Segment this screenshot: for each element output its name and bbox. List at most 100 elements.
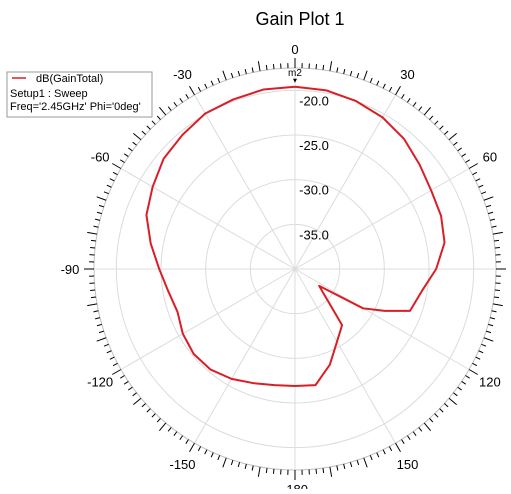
angle-tick-mark — [330, 467, 332, 477]
angle-tick-mark — [419, 427, 422, 431]
angle-tick-mark — [490, 318, 495, 319]
angle-tick-mark — [258, 467, 260, 477]
angle-tick-mark — [440, 409, 444, 412]
angle-tick-mark — [383, 450, 385, 454]
angle-tick-mark — [344, 464, 345, 469]
angle-tick-mark — [95, 318, 100, 319]
angle-tick-mark — [223, 458, 226, 467]
angle-tick-mark — [413, 102, 416, 106]
angle-tick-mark — [402, 94, 405, 98]
angle-tick-mark — [492, 311, 497, 312]
angle-tick-mark — [419, 107, 422, 111]
angle-tick-mark — [190, 443, 195, 452]
radial-tick-label: -25.0 — [299, 138, 329, 153]
angle-tick-mark — [180, 98, 183, 102]
angle-tick-mark — [218, 455, 220, 460]
angle-tick-mark — [488, 212, 493, 213]
angle-tick-mark — [142, 404, 146, 407]
angle-tick-mark — [91, 240, 96, 241]
legend-entry-series: dB(GainTotal) — [36, 73, 103, 85]
angle-tick-mark — [266, 65, 267, 70]
angle-tick-mark — [396, 86, 401, 95]
angle-tick-mark — [486, 331, 491, 333]
angle-tick-mark — [87, 304, 97, 306]
angle-tick-mark — [364, 71, 367, 80]
radial-tick-label: -35.0 — [299, 227, 329, 242]
angle-tick-mark — [486, 205, 491, 207]
legend[interactable]: dB(GainTotal) Setup1 : Sweep Freq='2.45G… — [7, 72, 152, 117]
angle-tick-mark — [490, 219, 495, 220]
angle-tick-mark — [198, 87, 200, 91]
angle-tick-mark — [330, 61, 332, 71]
angle-tick-mark — [133, 398, 141, 404]
angle-tick-mark — [465, 160, 469, 163]
radial-tick-label: -30.0 — [299, 183, 329, 198]
angle-tick-mark — [493, 232, 503, 234]
angle-tick-mark — [479, 185, 484, 187]
legend-entry-freq: Freq='2.45GHz' Phi='0deg' — [10, 101, 141, 113]
angle-tick-label: -30 — [173, 67, 192, 82]
angle-tick-mark — [120, 376, 124, 379]
angle-tick-mark — [120, 160, 124, 163]
angle-tick-mark — [495, 247, 500, 248]
angle-tick-mark — [273, 64, 274, 69]
angle-tick-mark — [198, 446, 200, 450]
angle-tick-mark — [413, 432, 416, 436]
angle-tick-mark — [469, 164, 478, 169]
angle-tick-mark — [458, 387, 462, 390]
angle-tick-mark — [444, 404, 448, 407]
angle-tick-mark — [190, 86, 195, 95]
angle-tick-mark — [484, 197, 493, 200]
radial-tick-label: -20.0 — [299, 93, 329, 108]
angle-tick-label: -150 — [169, 457, 195, 472]
angle-tick-mark — [472, 363, 476, 365]
angle-tick-mark — [430, 116, 433, 120]
angle-tick-mark — [186, 439, 189, 443]
angle-tick-mark — [383, 84, 385, 88]
marker-triangle[interactable] — [293, 79, 297, 83]
angle-tick-mark — [258, 61, 260, 71]
angle-tick-mark — [174, 432, 177, 436]
angle-tick-mark — [124, 154, 128, 157]
angle-tick-mark — [159, 423, 165, 431]
angle-tick-mark — [133, 133, 141, 139]
angle-tick-mark — [465, 376, 469, 379]
marker-label: m2 — [288, 68, 302, 79]
angle-tick-mark — [94, 311, 99, 312]
angle-tick-mark — [458, 148, 462, 151]
angle-tick-mark — [316, 64, 317, 69]
angle-tick-mark — [357, 460, 359, 465]
angle-tick-mark — [377, 453, 379, 458]
angle-tick-mark — [323, 65, 324, 70]
angle-tick-mark — [211, 81, 213, 86]
angle-tick-mark — [159, 107, 165, 115]
angle-tick-mark — [435, 121, 438, 125]
angle-tick-mark — [97, 324, 102, 325]
angle-tick-mark — [174, 102, 177, 106]
angle-tick-mark — [107, 351, 112, 353]
angle-tick-mark — [357, 73, 359, 78]
angle-tick-mark — [389, 446, 391, 450]
angle-tick-mark — [479, 351, 484, 353]
angle-tick-mark — [97, 212, 102, 213]
angle-tick-mark — [453, 393, 457, 396]
angle-tick-mark — [133, 142, 137, 145]
angle-tick-mark — [472, 172, 476, 174]
angle-tick-mark — [91, 297, 96, 298]
angle-tick-mark — [168, 107, 171, 111]
angle-tick-label: -60 — [91, 150, 110, 165]
angle-tick-mark — [407, 98, 410, 102]
angle-tick-mark — [231, 73, 233, 78]
angle-tick-mark — [94, 226, 99, 227]
angle-tick-mark — [157, 418, 160, 422]
angle-tick-mark — [99, 205, 104, 207]
angle-tick-mark — [449, 398, 457, 404]
angle-tick-mark — [444, 131, 448, 134]
angle-tick-mark — [133, 393, 137, 396]
angle-tick-mark — [424, 107, 430, 115]
angle-tick-mark — [90, 290, 95, 291]
angle-tick-mark — [370, 78, 372, 83]
angle-tick-mark — [110, 179, 114, 181]
angle-tick-mark — [407, 436, 410, 440]
